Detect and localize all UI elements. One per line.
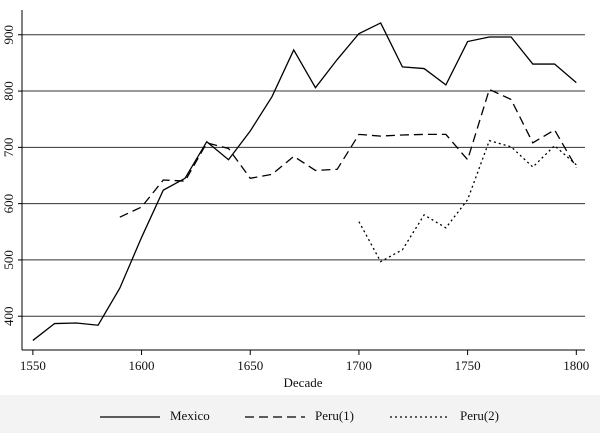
- x-tick-label: 1800: [563, 358, 589, 373]
- legend-background: [0, 395, 600, 433]
- series-line: [32, 22, 577, 341]
- x-tick-label: 1750: [455, 358, 481, 373]
- y-tick-label: 400: [1, 306, 16, 326]
- legend-label: Peru(1): [315, 408, 354, 423]
- y-tick-label: 700: [1, 138, 16, 158]
- series-line: [119, 88, 577, 218]
- series-line: [358, 139, 577, 263]
- x-tick-label: 1550: [20, 358, 46, 373]
- legend-label: Mexico: [170, 408, 210, 423]
- y-tick-label: 600: [1, 194, 16, 214]
- y-tick-label: 800: [1, 81, 16, 101]
- legend-label: Peru(2): [460, 408, 499, 423]
- x-tick-label: 1600: [129, 358, 155, 373]
- x-axis-label: Decade: [284, 375, 323, 390]
- x-tick-label: 1650: [237, 358, 263, 373]
- x-tick-label: 1700: [346, 358, 372, 373]
- y-tick-label: 500: [1, 250, 16, 270]
- y-tick-label: 900: [1, 25, 16, 45]
